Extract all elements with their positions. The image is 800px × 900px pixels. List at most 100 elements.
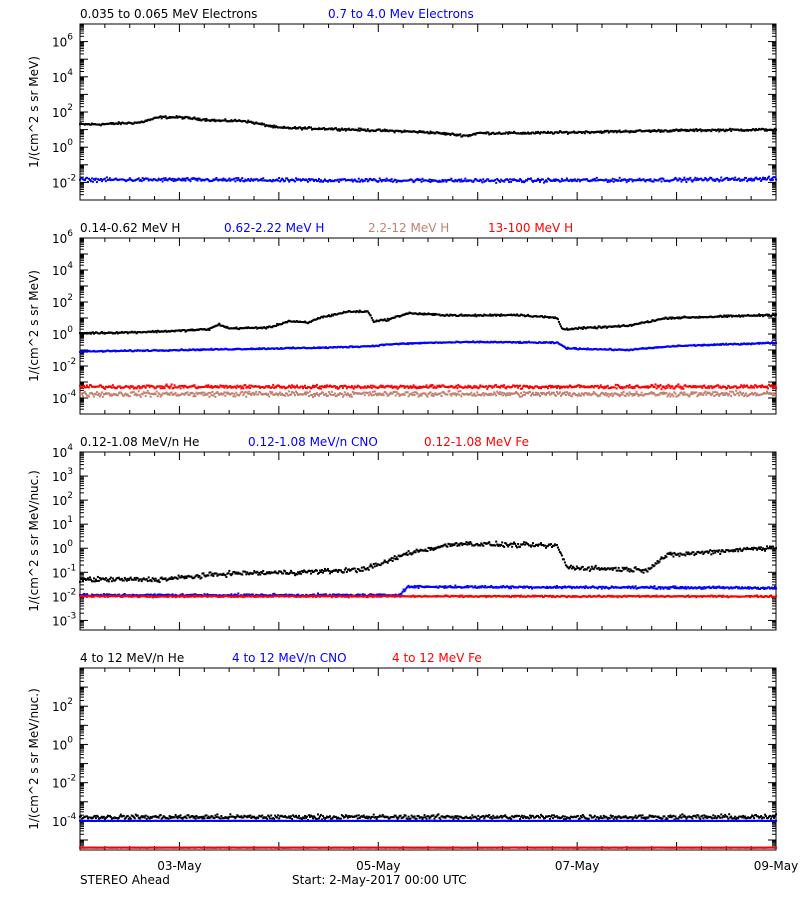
data-point [230, 119, 233, 122]
data-point [649, 385, 652, 388]
data-point [768, 313, 771, 316]
data-point [107, 580, 110, 583]
data-point [394, 558, 397, 561]
data-point [665, 129, 668, 132]
data-point [309, 570, 312, 573]
data-point [628, 391, 631, 394]
data-point [465, 541, 468, 544]
data-point [337, 128, 340, 131]
data-point [539, 543, 542, 546]
data-point [128, 177, 131, 180]
data-point [685, 130, 688, 133]
data-point [275, 386, 278, 389]
data-point [91, 580, 94, 583]
data-point [598, 385, 601, 388]
data-point [719, 385, 722, 388]
data-point [670, 317, 673, 320]
data-point [545, 180, 548, 183]
data-point [216, 324, 219, 327]
data-point [750, 177, 753, 180]
data-point [311, 396, 314, 399]
data-point [420, 180, 423, 183]
data-point [767, 176, 770, 179]
data-point [600, 326, 603, 329]
data-point [696, 395, 699, 398]
data-point [413, 550, 416, 553]
data-point [545, 131, 548, 134]
y-tick-label: 104 [52, 68, 73, 85]
data-point [338, 129, 341, 132]
data-point [499, 180, 502, 183]
data-point [244, 384, 247, 387]
data-point [684, 178, 687, 181]
data-point [609, 347, 612, 350]
data-point [103, 393, 106, 396]
data-point [261, 122, 264, 125]
data-point [690, 179, 693, 182]
data-point [575, 565, 578, 568]
data-point [603, 393, 606, 396]
data-point [454, 392, 457, 395]
data-point [340, 392, 343, 395]
data-point [380, 385, 383, 388]
data-point [510, 542, 513, 545]
data-point [526, 179, 529, 182]
data-point [346, 128, 349, 131]
data-point [705, 130, 708, 133]
data-point [368, 565, 371, 568]
data-point [175, 115, 178, 118]
data-point [714, 551, 717, 554]
data-point [221, 573, 224, 576]
data-point [448, 543, 451, 546]
data-point [89, 180, 92, 183]
data-point [160, 178, 163, 181]
data-point [193, 116, 196, 119]
data-point [120, 577, 123, 580]
data-point [592, 179, 595, 182]
data-point [237, 177, 240, 180]
data-point [734, 550, 737, 553]
data-point [428, 385, 431, 388]
data-point [549, 386, 552, 389]
data-point [402, 385, 405, 388]
data-point [516, 313, 519, 316]
data-point [214, 395, 217, 398]
data-point [597, 566, 600, 569]
data-point [228, 177, 231, 180]
data-point [554, 394, 557, 397]
data-point [585, 348, 588, 351]
data-point [648, 179, 651, 182]
data-point [571, 565, 574, 568]
data-point [684, 384, 687, 387]
data-point [257, 393, 260, 396]
data-point [601, 386, 604, 389]
data-point [673, 551, 676, 554]
data-point [582, 385, 585, 388]
data-point [288, 390, 291, 393]
data-point [662, 385, 665, 388]
data-point [569, 564, 572, 567]
data-point [579, 394, 582, 397]
data-point [164, 577, 167, 580]
data-point [464, 543, 467, 546]
data-point [283, 385, 286, 388]
data-point [710, 553, 713, 556]
data-point [261, 572, 264, 575]
data-point [431, 392, 434, 395]
data-point [757, 314, 760, 317]
data-point [491, 386, 494, 389]
data-point [769, 391, 772, 394]
data-point [382, 561, 385, 564]
data-point [668, 553, 671, 556]
data-point [482, 391, 485, 394]
data-point [393, 131, 396, 134]
data-point [597, 387, 600, 390]
data-point [261, 179, 264, 182]
data-point [258, 571, 261, 574]
data-point [482, 178, 485, 181]
data-point [180, 574, 183, 577]
data-point [738, 177, 741, 180]
data-point [412, 391, 415, 394]
data-point [733, 549, 736, 552]
data-point [469, 540, 472, 543]
